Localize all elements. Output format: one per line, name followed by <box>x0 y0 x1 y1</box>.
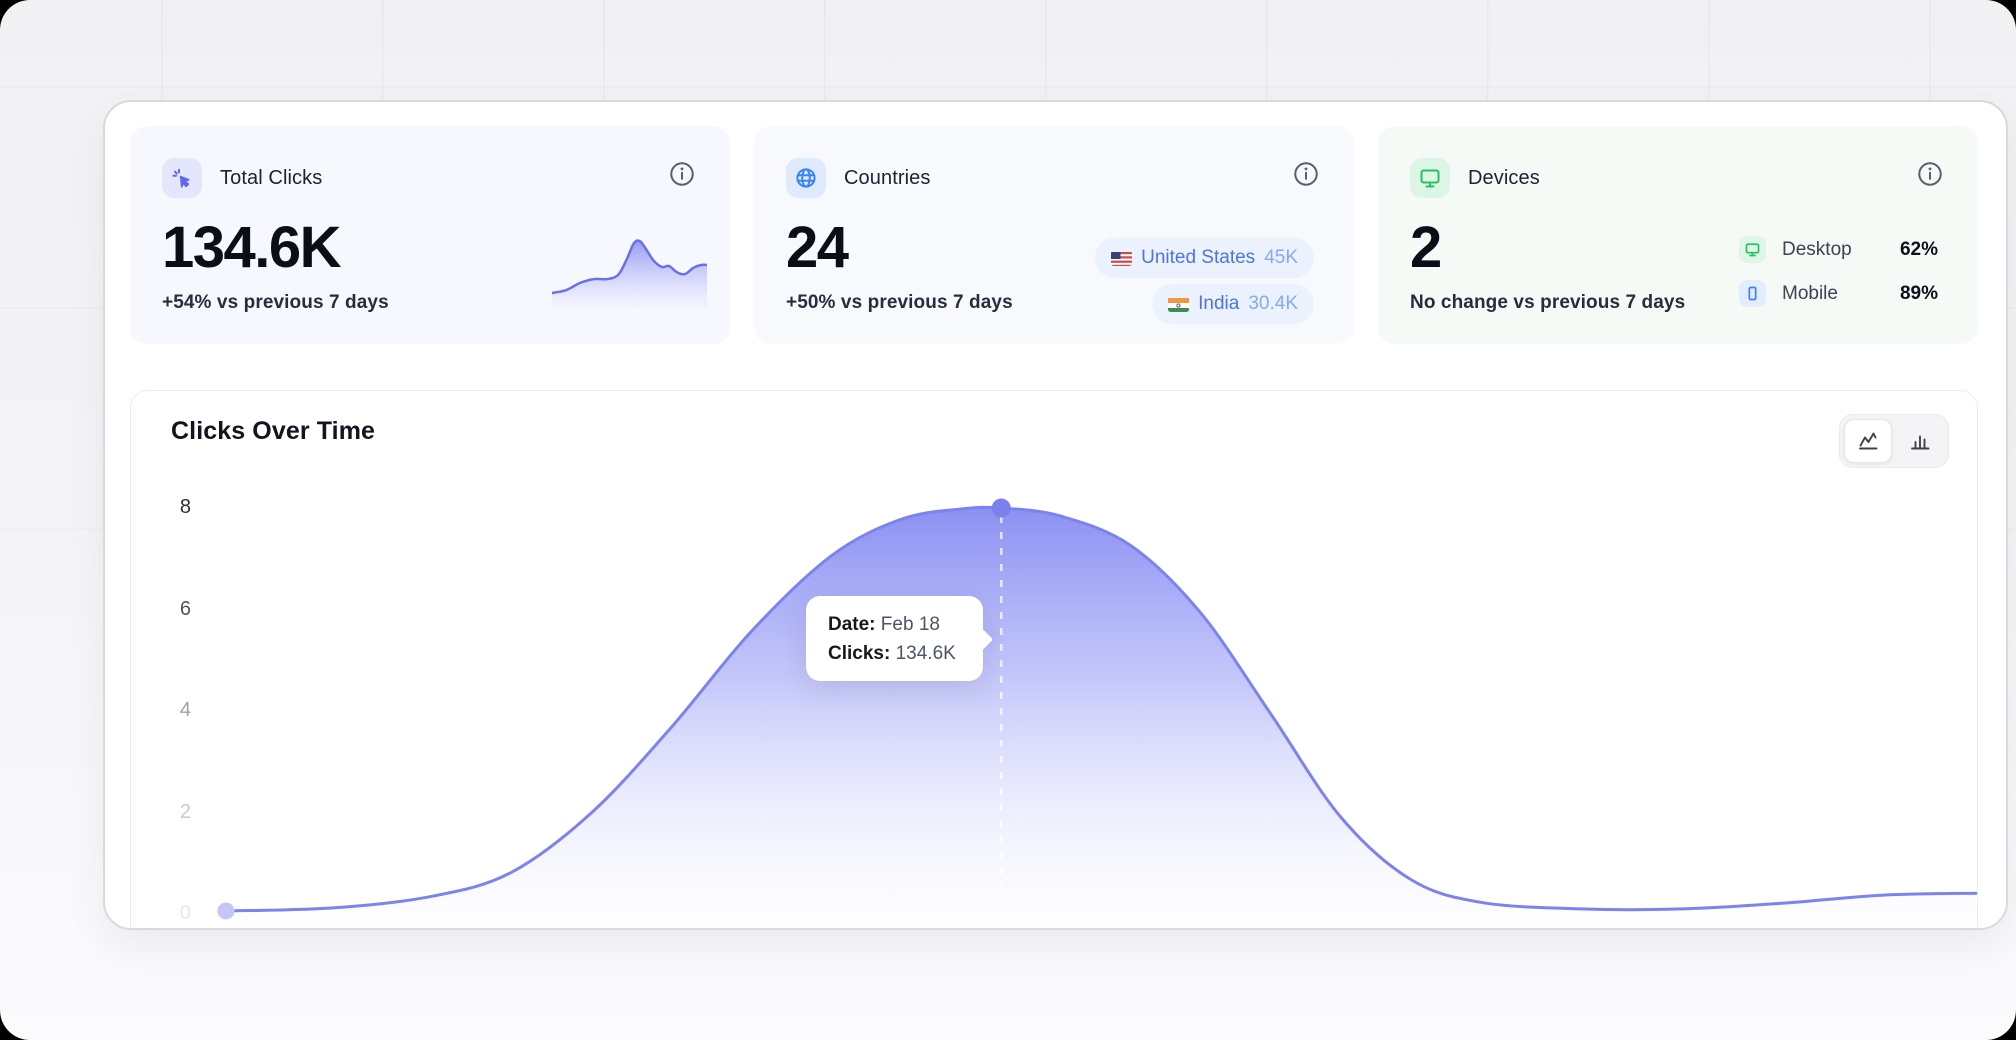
device-value: 89% <box>1899 282 1938 304</box>
chart-type-toggle <box>1839 414 1949 468</box>
country-badge-us: United States 45K <box>1095 238 1314 278</box>
y-axis-tick: 0 <box>179 902 191 924</box>
country-value: 30.4K <box>1248 293 1298 314</box>
devices-value: 2 <box>1410 215 1442 280</box>
y-axis-tick: 4 <box>179 699 191 721</box>
total-clicks-card: Total Clicks 134.6K +54% vs previous 7 d… <box>130 126 730 344</box>
info-icon[interactable] <box>1292 160 1320 188</box>
total-clicks-delta: +54% vs previous 7 days <box>162 292 389 313</box>
globe-icon <box>786 158 826 198</box>
cursor-click-icon <box>162 158 202 198</box>
card-header: Total Clicks <box>162 158 322 198</box>
chart-title: Clicks Over Time <box>171 417 376 445</box>
info-icon[interactable] <box>668 160 696 188</box>
countries-value: 24 <box>786 215 849 280</box>
country-value: 45K <box>1264 247 1298 268</box>
stat-cards-row: Total Clicks 134.6K +54% vs previous 7 d… <box>130 126 1978 344</box>
us-flag-icon <box>1111 251 1133 266</box>
monitor-icon <box>1739 236 1766 263</box>
y-axis-tick: 6 <box>179 598 191 620</box>
countries-card: Countries 24 +50% vs previous 7 days <box>754 126 1354 344</box>
bar-chart-toggle-button[interactable] <box>1896 419 1944 463</box>
dashboard-container: Total Clicks 134.6K +54% vs previous 7 d… <box>103 100 2008 930</box>
clicks-over-time-card: Clicks Over Time 8 6 4 2 0 <box>130 390 1979 930</box>
device-row-mobile: Mobile 89% <box>1739 280 1938 307</box>
device-value: 62% <box>1899 238 1938 260</box>
devices-card: Devices 2 No change vs previous 7 days <box>1378 126 1978 344</box>
countries-delta: +50% vs previous 7 days <box>786 292 1013 313</box>
country-name: United States <box>1141 247 1256 268</box>
tooltip-clicks-value: 134.6K <box>895 643 956 664</box>
tooltip-date-label: Date: <box>828 614 876 635</box>
card-header: Countries <box>786 158 931 198</box>
tooltip-date-value: Feb 18 <box>880 614 940 635</box>
card-title: Countries <box>844 166 931 189</box>
info-icon[interactable] <box>1916 160 1944 188</box>
india-flag-icon <box>1168 297 1190 312</box>
top-countries-list: United States 45K India 30.4K <box>1095 238 1314 324</box>
card-header: Devices <box>1410 158 1540 198</box>
card-title: Total Clicks <box>220 166 323 189</box>
clicks-sparkline <box>550 232 709 309</box>
device-row-desktop: Desktop 62% <box>1739 236 1938 263</box>
device-label: Mobile <box>1782 282 1838 304</box>
card-title: Devices <box>1468 166 1540 189</box>
device-breakdown-list: Desktop 62% Mobile 89% <box>1739 236 1938 307</box>
monitor-icon <box>1410 158 1450 198</box>
devices-delta: No change vs previous 7 days <box>1410 292 1686 313</box>
chart-tooltip: Date: Feb 18 Clicks: 134.6K <box>806 596 994 681</box>
smartphone-icon <box>1739 280 1766 307</box>
device-label: Desktop <box>1782 238 1852 260</box>
tooltip-clicks-label: Clicks: <box>828 643 891 664</box>
country-badge-india: India 30.4K <box>1152 284 1314 324</box>
total-clicks-value: 134.6K <box>162 215 342 280</box>
country-name: India <box>1198 293 1240 314</box>
clicks-area-chart[interactable] <box>131 391 1979 930</box>
y-axis-tick: 2 <box>179 801 191 823</box>
line-chart-toggle-button[interactable] <box>1844 419 1892 463</box>
y-axis-tick: 8 <box>179 496 191 518</box>
